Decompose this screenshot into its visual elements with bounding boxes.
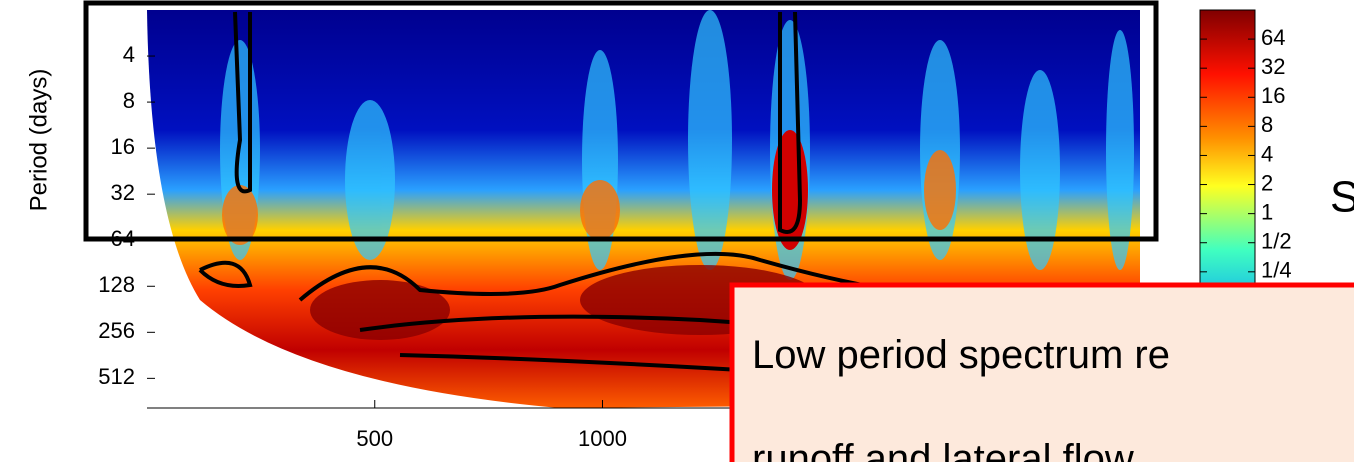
colorbar-tick-label: 2 (1261, 170, 1273, 195)
colorbar-label: S (1330, 173, 1354, 222)
colorbar-tick-label: 64 (1261, 25, 1285, 50)
y-tick-label: 256 (98, 318, 135, 343)
y-axis-label: Period (days) (25, 69, 52, 212)
y-tick-label: 4 (123, 42, 135, 67)
colorbar-tick-label: 8 (1261, 112, 1273, 137)
colorbar (1199, 9, 1256, 331)
x-tick-label: 1000 (578, 426, 627, 451)
y-tick-label: 16 (111, 134, 135, 159)
colorbar-tick-label: 16 (1261, 83, 1285, 108)
annotation-line: runoff and lateral flow (752, 437, 1134, 462)
x-tick-label: 500 (356, 426, 393, 451)
colorbar-tick-label: 32 (1261, 54, 1285, 79)
wavelet-spectrum (147, 10, 1140, 408)
annotation-line: Low period spectrum re (752, 333, 1170, 377)
colorbar-tick-label: 1/4 (1261, 258, 1292, 283)
y-tick-label: 32 (111, 180, 135, 205)
highlight-box (83, 0, 1159, 242)
colorbar-tick-label: 4 (1261, 141, 1273, 166)
colorbar-tick-label: 1/2 (1261, 229, 1292, 254)
y-tick-label: 64 (111, 226, 135, 251)
y-tick-label: 128 (98, 272, 135, 297)
y-tick-label: 8 (123, 88, 135, 113)
annotation-box (729, 282, 1354, 462)
colorbar-tick-label: 1 (1261, 199, 1273, 224)
y-tick-label: 512 (98, 364, 135, 389)
